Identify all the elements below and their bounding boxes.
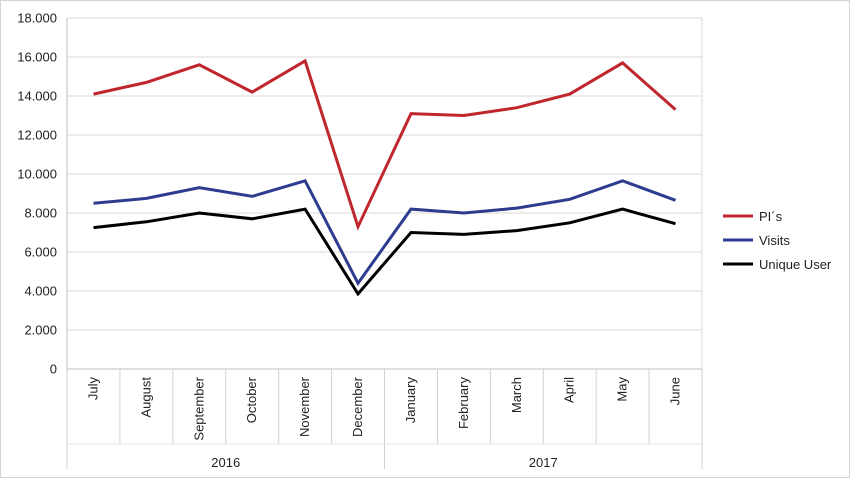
x-tick-label: February bbox=[456, 377, 471, 430]
legend-label: Visits bbox=[759, 233, 790, 248]
y-tick-label: 14.000 bbox=[17, 89, 57, 104]
x-tick-label: June bbox=[668, 377, 683, 405]
series-line bbox=[93, 179, 677, 287]
y-tick-label: 4.000 bbox=[24, 284, 57, 299]
x-tick-label: December bbox=[350, 376, 365, 437]
x-tick-label: January bbox=[403, 377, 418, 424]
x-tick-label: November bbox=[297, 376, 312, 437]
x-tick-label: March bbox=[509, 377, 524, 413]
x-tick-label: August bbox=[138, 377, 153, 418]
series-line bbox=[93, 58, 677, 231]
x-tick-label: April bbox=[562, 377, 577, 403]
x-tick-label: July bbox=[85, 377, 100, 401]
y-tick-label: 16.000 bbox=[17, 50, 57, 65]
x-tick-label: May bbox=[615, 377, 630, 402]
legend-label: Unique User bbox=[759, 257, 832, 272]
x-group-label: 2016 bbox=[211, 455, 240, 470]
y-tick-label: 2.000 bbox=[24, 323, 57, 338]
x-tick-label: October bbox=[244, 376, 259, 423]
y-tick-label: 0 bbox=[50, 362, 57, 377]
y-tick-label: 18.000 bbox=[17, 11, 57, 26]
series-line bbox=[93, 207, 676, 297]
y-tick-label: 10.000 bbox=[17, 167, 57, 182]
y-tick-label: 6.000 bbox=[24, 245, 57, 260]
legend-label: PI´s bbox=[759, 209, 783, 224]
y-tick-label: 12.000 bbox=[17, 128, 57, 143]
x-tick-label: September bbox=[191, 376, 206, 440]
x-group-label: 2017 bbox=[529, 455, 558, 470]
y-tick-label: 8.000 bbox=[24, 206, 57, 221]
